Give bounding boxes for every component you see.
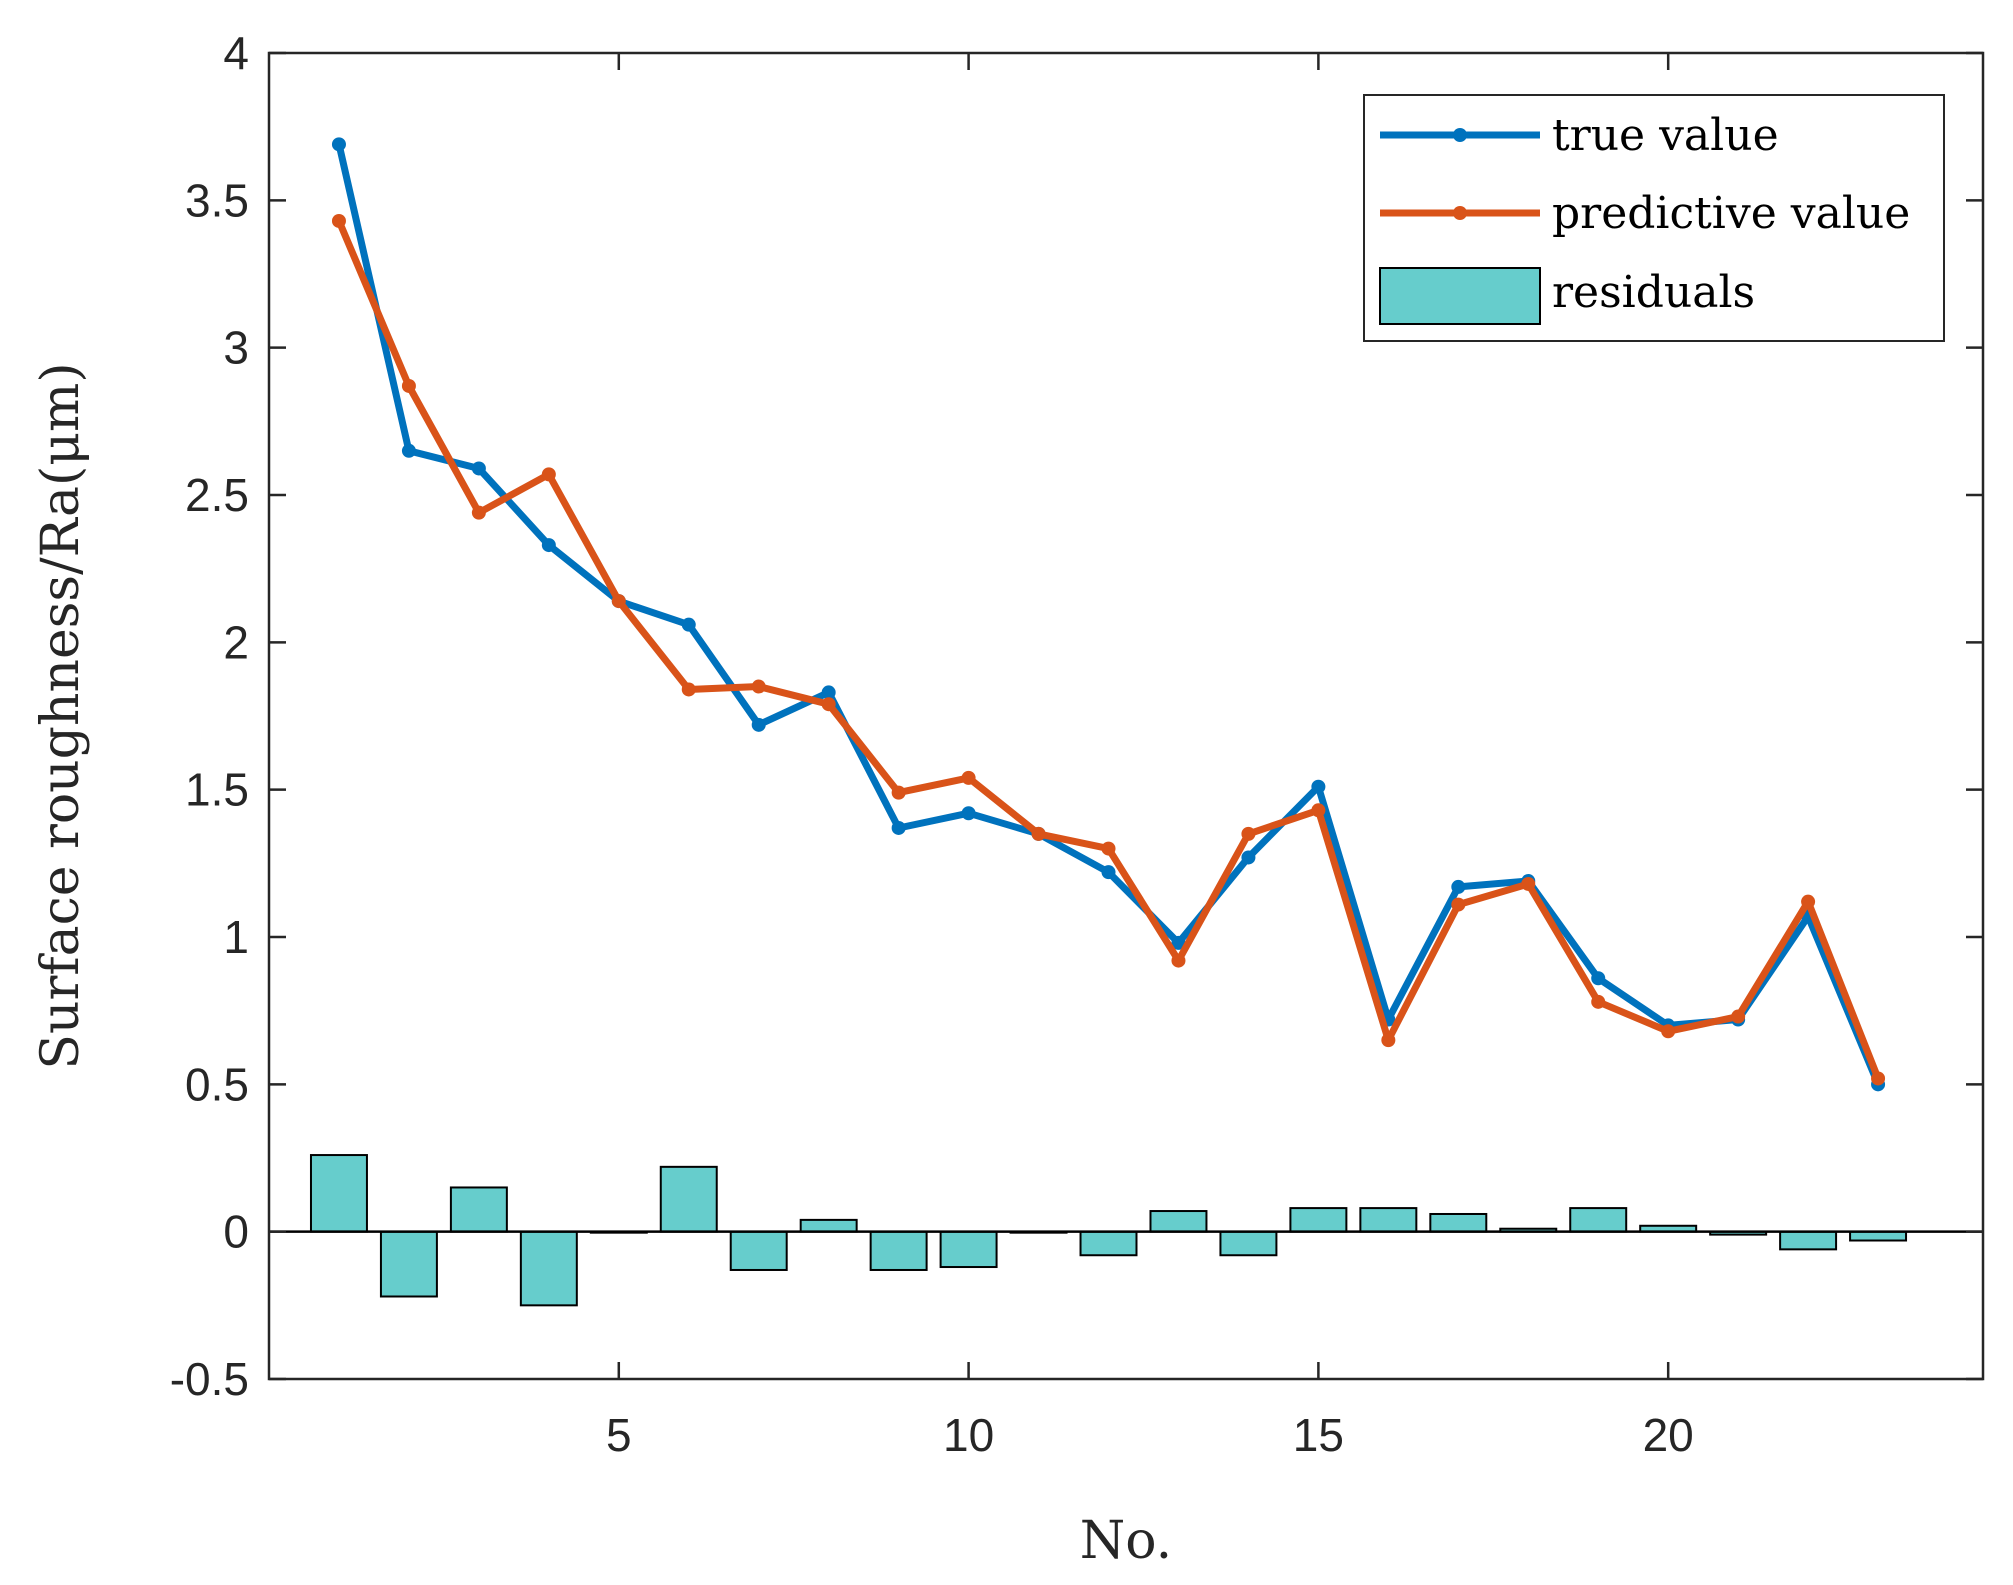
y-tick-label: 1.5 [185,764,249,816]
y-tick-label: 0 [223,1206,249,1258]
y-tick-label: 1 [223,911,249,963]
axes-box [267,51,1985,1381]
point-predictive-value [1171,953,1186,968]
point-predictive-value [821,697,836,712]
point-true-value [1241,850,1256,865]
legend: true value predictive value residuals [1363,94,1945,342]
point-predictive-value [1241,826,1256,841]
residual-bar [1849,1230,1908,1242]
point-true-value [331,137,346,152]
point-predictive-value [1311,803,1326,818]
point-true-value [891,820,906,835]
point-predictive-value [471,505,486,520]
series-lines [331,137,1886,1092]
y-axis-title: Surface roughness/Ra(μm) [31,362,91,1069]
point-true-value [541,538,556,553]
point-true-value [961,806,976,821]
y-tick-label: 3 [223,322,249,374]
legend-entry-true-value: true value [1380,110,1779,161]
residual-bar [519,1230,578,1307]
point-true-value [1311,779,1326,794]
y-tick-label: 2 [223,616,249,668]
residual-bar [1779,1230,1838,1251]
residual-bar [1429,1212,1488,1233]
legend-entry-residuals: residuals [1379,267,1755,325]
residual-bar [1219,1230,1278,1257]
point-predictive-value [1451,897,1466,912]
legend-marker-predictive-value [1453,206,1467,220]
point-predictive-value [751,679,766,694]
point-predictive-value [891,785,906,800]
legend-label-true-value: true value [1552,110,1779,161]
residual-bar [1569,1207,1628,1233]
tick-labels: -0.5 0 0.5 1 1.5 2 2.5 3 3.5 4 5 10 15 20 [170,27,1694,1461]
point-true-value [401,443,416,458]
legend-marker-true-value [1453,128,1467,142]
legend-entry-predictive-value: predictive value [1380,188,1910,239]
legend-label-predictive-value: predictive value [1552,188,1910,239]
residual-bar [1079,1230,1138,1257]
point-predictive-value [1661,1024,1676,1039]
residual-bar [659,1165,718,1233]
axis-ticks [269,51,1983,1381]
point-predictive-value [961,770,976,785]
point-predictive-value [1521,876,1536,891]
residual-bar [1359,1207,1418,1233]
point-true-value [751,717,766,732]
x-tick-label: 10 [943,1409,994,1461]
x-tick-label: 20 [1643,1409,1694,1461]
point-true-value [1591,971,1606,986]
point-true-value [681,617,696,632]
y-tick-label: -0.5 [170,1353,249,1405]
point-predictive-value [1591,994,1606,1009]
residual-bar [939,1230,998,1269]
point-predictive-value [681,682,696,697]
point-predictive-value [401,378,416,393]
residual-bar [449,1186,508,1233]
residual-bars [309,1154,1908,1307]
point-true-value [1171,935,1186,950]
residual-bar [799,1218,858,1233]
point-predictive-value [331,213,346,228]
residual-bar [869,1230,928,1271]
point-predictive-value [1801,894,1816,909]
point-predictive-value [1731,1009,1746,1024]
legend-swatch-residuals [1379,267,1541,325]
point-true-value [1101,865,1116,880]
residual-bar [309,1154,368,1233]
x-tick-label: 5 [606,1409,632,1461]
point-true-value [1451,879,1466,894]
y-tick-label: 2.5 [185,469,249,521]
point-true-value [821,685,836,700]
point-predictive-value [1031,826,1046,841]
x-tick-label: 15 [1293,1409,1344,1461]
y-tick-label: 4 [223,27,249,79]
y-tick-label: 3.5 [185,174,249,226]
x-axis-title: No. [1080,1511,1172,1571]
residual-bar [1289,1207,1348,1233]
point-true-value [471,461,486,476]
residual-bar [729,1230,788,1271]
y-tick-label: 0.5 [185,1058,249,1110]
residual-bar [379,1230,438,1298]
point-predictive-value [541,467,556,482]
point-predictive-value [1871,1071,1886,1086]
point-predictive-value [1101,841,1116,856]
residual-bar [1149,1210,1208,1233]
point-predictive-value [611,594,626,609]
point-predictive-value [1381,1033,1396,1048]
legend-label-residuals: residuals [1552,267,1755,318]
